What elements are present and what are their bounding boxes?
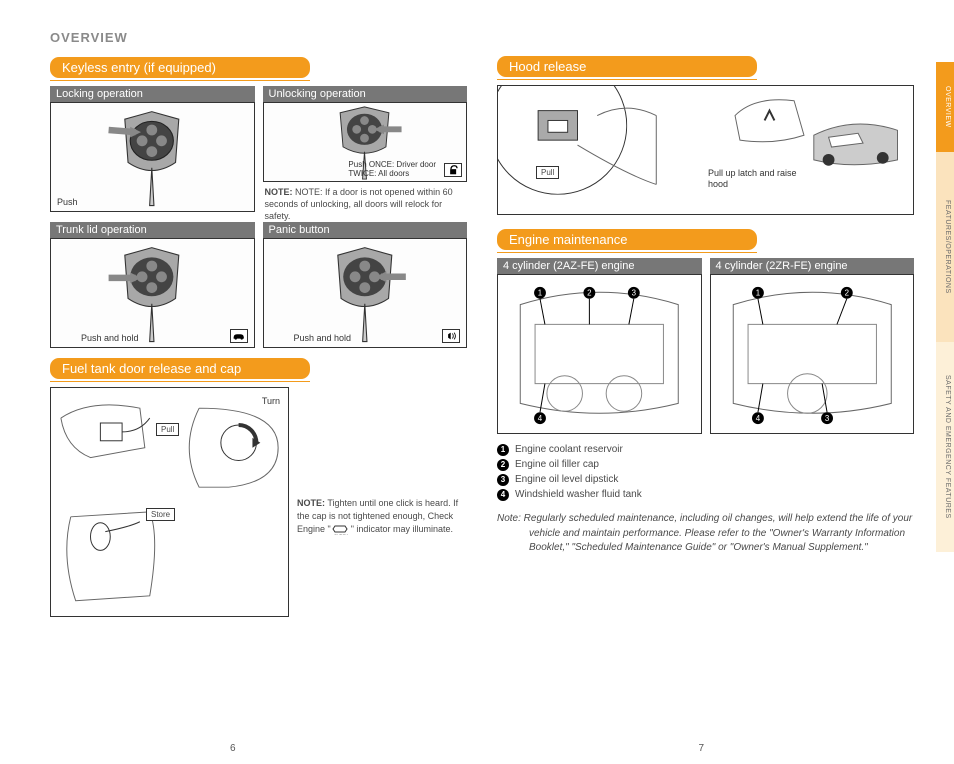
legend-num: 3 (497, 474, 509, 486)
section-hood: Hood release (497, 56, 757, 77)
page-number-right: 7 (698, 743, 704, 754)
key-fob-diagram: Push and hold (50, 238, 255, 348)
label-store: Store (146, 508, 175, 521)
right-page: Hood release Pull Pull up latch and rais… (497, 30, 914, 617)
key-fob-icon (87, 103, 217, 211)
label-hood-pull: Pull (536, 166, 559, 179)
svg-text:2: 2 (587, 289, 591, 298)
svg-text:3: 3 (824, 414, 829, 423)
car-icon (230, 329, 248, 343)
left-page: OVERVIEW Keyless entry (if equipped) Loc… (50, 30, 467, 617)
page-number-left: 6 (230, 743, 236, 754)
sub-header: Locking operation (50, 86, 255, 102)
legend-text: Engine oil level dipstick (515, 472, 618, 487)
label-pull: Pull (156, 423, 179, 436)
legend-item: 2 Engine oil filler cap (497, 457, 914, 472)
tab-features[interactable]: FEATURES/OPERATIONS (936, 152, 954, 342)
keyless-cell-unlocking: Unlocking operation Push ONCE: Driver do… (263, 86, 468, 222)
unlock-icon (444, 163, 462, 177)
tab-overview[interactable]: OVERVIEW (936, 62, 954, 152)
engine-diagram: 1 2 4 3 (710, 274, 915, 434)
engine-bay-icon: 1 2 4 3 (711, 275, 914, 433)
keyless-cell-trunk: Trunk lid operation Push and hold (50, 222, 255, 348)
caption-push: Push (57, 197, 78, 207)
engine-diagram: 1 2 3 4 (497, 274, 702, 434)
key-fob-icon (87, 239, 217, 347)
unlock-note-text: NOTE: If a door is not opened within 60 … (265, 187, 453, 221)
fuel-note: NOTE: Tighten until one click is heard. … (297, 387, 467, 617)
key-fob-diagram: Push ONCE: Driver door TWICE: All doors (263, 102, 468, 182)
keyless-cell-locking: Locking operation Push (50, 86, 255, 222)
engine-bay-icon: 1 2 3 4 (498, 275, 701, 433)
key-fob-diagram: Push (50, 102, 255, 212)
svg-text:CHECK: CHECK (334, 533, 348, 535)
svg-text:4: 4 (538, 414, 543, 423)
section-fuel: Fuel tank door release and cap (50, 358, 310, 379)
keyless-grid: Locking operation Push Unlocking operati… (50, 86, 467, 348)
svg-text:3: 3 (632, 289, 637, 298)
sub-header: 4 cylinder (2ZR-FE) engine (710, 258, 915, 274)
hood-diagram: Pull Pull up latch and raise hood (497, 85, 914, 215)
sub-header: Unlocking operation (263, 86, 468, 102)
svg-text:2: 2 (844, 289, 848, 298)
engine-grid: 4 cylinder (2AZ-FE) engine 1 2 3 4 (497, 258, 914, 434)
legend-item: 3 Engine oil level dipstick (497, 472, 914, 487)
svg-text:1: 1 (538, 289, 542, 298)
legend-num: 1 (497, 444, 509, 456)
label-hood-raise: Pull up latch and raise hood (708, 168, 798, 190)
tab-safety[interactable]: SAFETY AND EMERGENCY FEATURES (936, 342, 954, 552)
maintenance-note: Note: Regularly scheduled maintenance, i… (497, 512, 914, 556)
sound-icon (442, 329, 460, 343)
page-heading: OVERVIEW (50, 30, 467, 45)
section-engine: Engine maintenance (497, 229, 757, 250)
engine-cell-2az: 4 cylinder (2AZ-FE) engine 1 2 3 4 (497, 258, 702, 434)
legend-text: Engine oil filler cap (515, 457, 599, 472)
fuel-diagram: Pull Store Turn (50, 387, 289, 617)
engine-cell-2zr: 4 cylinder (2ZR-FE) engine 1 2 4 3 (710, 258, 915, 434)
key-fob-icon (300, 239, 430, 347)
caption-trunk: Push and hold (81, 333, 139, 343)
engine-legend: 1 Engine coolant reservoir 2 Engine oil fi… (497, 442, 914, 502)
check-engine-icon: CHECK (331, 523, 351, 535)
unlock-note: NOTE: NOTE: If a door is not opened with… (263, 182, 468, 222)
legend-item: 1 Engine coolant reservoir (497, 442, 914, 457)
side-tabs: OVERVIEW FEATURES/OPERATIONS SAFETY AND … (936, 62, 954, 552)
label-turn: Turn (262, 396, 280, 406)
sub-header: Panic button (263, 222, 468, 238)
legend-num: 2 (497, 459, 509, 471)
sub-header: 4 cylinder (2AZ-FE) engine (497, 258, 702, 274)
svg-text:4: 4 (755, 414, 760, 423)
legend-text: Windshield washer fluid tank (515, 487, 642, 502)
legend-num: 4 (497, 489, 509, 501)
key-fob-diagram: Push and hold (263, 238, 468, 348)
legend-item: 4 Windshield washer fluid tank (497, 487, 914, 502)
caption-unlock: Push ONCE: Driver door TWICE: All doors (348, 161, 436, 179)
section-keyless-entry: Keyless entry (if equipped) (50, 57, 310, 78)
svg-text:1: 1 (755, 289, 759, 298)
legend-text: Engine coolant reservoir (515, 442, 623, 457)
caption-panic: Push and hold (294, 333, 352, 343)
sub-header: Trunk lid operation (50, 222, 255, 238)
keyless-cell-panic: Panic button Push and hold (263, 222, 468, 348)
hood-diagram-svg (498, 86, 913, 214)
